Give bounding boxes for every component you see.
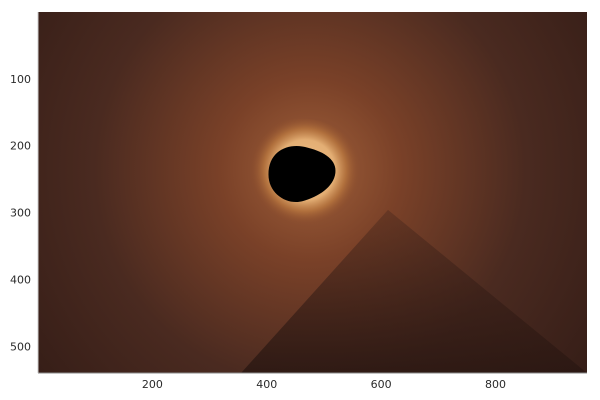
y-tick-label: 300 xyxy=(10,207,31,220)
x-tick-label: 600 xyxy=(371,378,392,391)
y-tick-label: 400 xyxy=(10,273,31,286)
axes: 200 400 600 800 100 200 300 400 500 xyxy=(10,12,587,391)
x-tick-label: 400 xyxy=(256,378,277,391)
plot-area xyxy=(38,12,587,373)
y-tick-label: 100 xyxy=(10,73,31,86)
y-tick-label: 200 xyxy=(10,140,31,153)
x-tick-label: 200 xyxy=(142,378,163,391)
shadow-wedge xyxy=(241,209,587,373)
x-axis-ticks: 200 400 600 800 xyxy=(142,378,506,391)
y-axis-ticks: 100 200 300 400 500 xyxy=(10,73,31,353)
dark-blob xyxy=(268,145,336,203)
x-tick-label: 800 xyxy=(485,378,506,391)
y-tick-label: 500 xyxy=(10,340,31,353)
